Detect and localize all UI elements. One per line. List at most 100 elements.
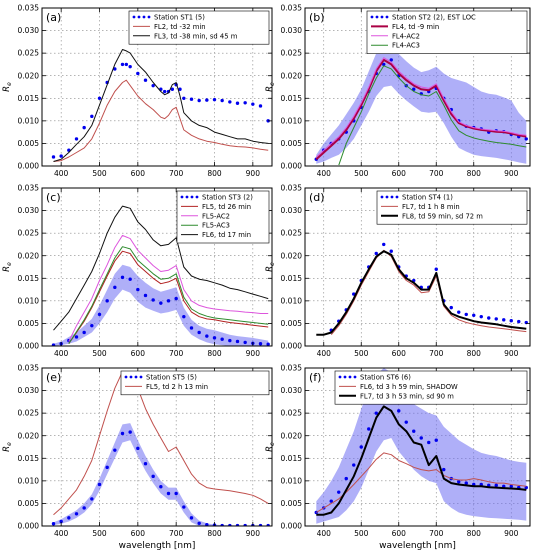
- y-axis-label-main: R: [265, 266, 275, 272]
- x-axis-label: wavelength [nm]: [379, 541, 456, 550]
- y-axis-label: Re: [2, 442, 13, 452]
- y-tick-label: 0.035: [281, 4, 303, 13]
- y-tick-label: 0.025: [18, 409, 40, 418]
- data-point: [159, 485, 163, 489]
- legend-label: FL4-AC3: [392, 42, 420, 50]
- x-tick-label: 800: [467, 169, 482, 178]
- data-point: [359, 445, 363, 449]
- data-point: [220, 98, 224, 103]
- y-axis-label-main: R: [2, 266, 12, 272]
- data-point: [397, 409, 401, 413]
- x-tick-label: 600: [131, 349, 146, 358]
- legend-label: FL6, td 17 min: [202, 231, 251, 239]
- y-axis-label-subscript: e: [269, 262, 276, 266]
- data-point: [524, 485, 528, 490]
- x-tick-label: 600: [131, 169, 146, 178]
- y-tick-label: 0.020: [281, 431, 303, 440]
- series-line: [53, 79, 269, 162]
- legend-box: [334, 370, 528, 405]
- legend-label: Station ST3 (2): [202, 194, 253, 202]
- series-line: [316, 250, 527, 336]
- x-tick-label: 600: [131, 529, 146, 538]
- data-point: [258, 104, 263, 108]
- data-point: [197, 330, 201, 335]
- panel-label: (c): [46, 191, 61, 204]
- x-axis-label: wavelength [nm]: [119, 541, 196, 550]
- x-tick-label: 400: [54, 349, 69, 358]
- plot-content: [51, 371, 270, 526]
- y-axis-label-main: R: [2, 446, 12, 452]
- legend-marker: [395, 195, 399, 199]
- data-point: [74, 137, 79, 141]
- uncertainty-band: [53, 423, 269, 526]
- data-point: [329, 499, 333, 503]
- data-point: [517, 319, 521, 324]
- y-tick-label: 0.000: [281, 342, 303, 351]
- legend-label: FL5, td 26 min: [202, 203, 251, 211]
- legend-marker: [134, 375, 138, 379]
- data-point: [228, 338, 232, 343]
- data-point: [220, 337, 224, 341]
- data-point: [228, 100, 232, 104]
- data-point: [509, 484, 513, 488]
- y-tick-label: 0.030: [18, 26, 40, 35]
- data-point: [243, 523, 247, 526]
- y-tick-label: 0.005: [18, 139, 40, 148]
- data-point: [120, 431, 125, 436]
- y-axis-label-subscript: e: [269, 82, 276, 86]
- y-tick-label: 0.010: [18, 116, 40, 125]
- y-tick-label: 0.030: [281, 386, 303, 395]
- data-point: [487, 316, 491, 320]
- y-tick-label: 0.015: [281, 454, 303, 463]
- y-tick-label: 0.005: [18, 499, 40, 508]
- axes-frame: [41, 187, 273, 347]
- y-tick-label: 0.025: [18, 49, 40, 58]
- plot-content: [314, 41, 528, 166]
- x-tick-label: 900: [246, 169, 261, 178]
- y-tick-label: 0.015: [281, 274, 303, 283]
- data-point: [524, 137, 528, 141]
- data-point: [74, 335, 79, 339]
- x-tick-label: 800: [467, 529, 482, 538]
- x-tick-label: 400: [317, 169, 332, 178]
- data-point: [412, 429, 416, 433]
- x-tick-label: 500: [92, 529, 107, 538]
- y-axis-label-subscript: e: [6, 442, 13, 446]
- x-tick-label: 700: [429, 169, 444, 178]
- data-point: [212, 97, 217, 102]
- legend-label: Station ST1 (5): [154, 14, 205, 22]
- y-axis-label-subscript: e: [269, 442, 276, 446]
- legend-marker: [390, 195, 394, 199]
- legend-label: FL6, td 3 h 59 min, SHADOW: [360, 383, 458, 391]
- series-line: [316, 405, 527, 516]
- data-point: [159, 301, 163, 305]
- data-point: [90, 497, 94, 501]
- data-point: [382, 62, 386, 67]
- data-point: [382, 242, 386, 247]
- series-line: [315, 57, 527, 158]
- data-point: [59, 519, 63, 524]
- data-point: [258, 342, 263, 346]
- y-tick-label: 0.035: [281, 184, 303, 193]
- y-axis-label: Re: [265, 442, 276, 452]
- legend-label: FL5, td 2 h 13 min: [146, 383, 208, 391]
- legend-label: FL2, td -32 min: [154, 23, 206, 31]
- data-point: [464, 481, 468, 485]
- plot-content: [51, 49, 270, 162]
- data-point: [182, 505, 186, 509]
- x-tick-label: 800: [207, 349, 222, 358]
- data-point: [82, 330, 86, 335]
- data-point: [170, 87, 175, 91]
- y-tick-label: 0.020: [281, 251, 303, 260]
- data-point: [228, 523, 232, 526]
- legend-label: FL4, td -9 min: [392, 23, 439, 31]
- legend-marker: [338, 375, 342, 379]
- y-tick-label: 0.010: [18, 476, 40, 485]
- series-line: [53, 205, 269, 331]
- legend-marker: [190, 195, 194, 199]
- legend-box: [120, 370, 270, 396]
- data-point: [449, 305, 453, 310]
- y-tick-label: 0.000: [281, 522, 303, 531]
- y-axis-label: Re: [2, 82, 13, 92]
- y-tick-label: 0.000: [18, 522, 40, 531]
